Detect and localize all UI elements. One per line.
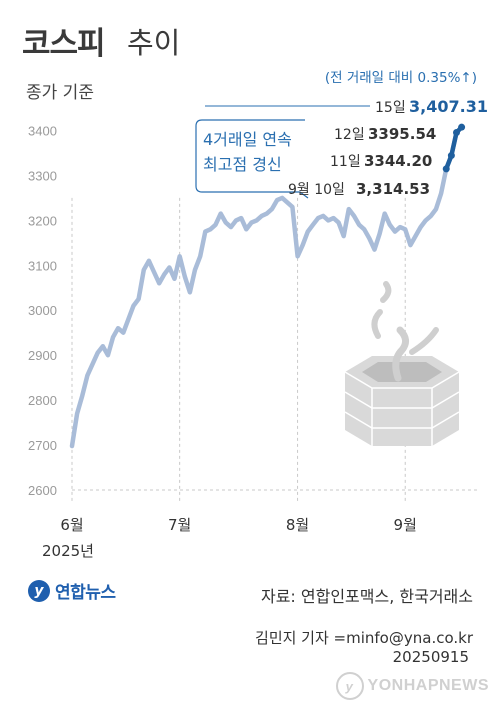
author-credit: 김민지 기자 =minfo@yna.co.kr bbox=[255, 629, 473, 647]
month-label-2: 8월 bbox=[286, 516, 309, 534]
y-tick-label-2900: 2900 bbox=[28, 348, 57, 363]
highlight-point-3 bbox=[458, 123, 466, 131]
annotation-box-top bbox=[195, 119, 305, 127]
year-label: 2025년 bbox=[42, 542, 94, 560]
annotation-value-11: 3344.20 bbox=[364, 152, 432, 170]
annotation-date-10: 9월 10일 bbox=[288, 182, 345, 198]
y-axis-ticks: 2600 2700 2800 2900 3000 3100 3200 3300 3400 bbox=[28, 123, 57, 498]
date-code: 20250915 bbox=[392, 648, 469, 666]
highlight-points bbox=[442, 123, 466, 173]
yonhap-logo: y 연합뉴스 bbox=[28, 578, 116, 603]
y-tick-label-3000: 3000 bbox=[28, 303, 57, 318]
y-tick-label-2800: 2800 bbox=[28, 393, 57, 408]
watermark: y YONHAPNEWS bbox=[335, 672, 489, 700]
y-tick-label-2700: 2700 bbox=[28, 438, 57, 453]
chart-subtitle: 종가 기준 bbox=[26, 83, 94, 103]
y-tick-label-3300: 3300 bbox=[28, 168, 57, 183]
annotation-box-outline bbox=[195, 126, 309, 199]
box-line-2: 최고점 경신 bbox=[203, 155, 282, 174]
watermark-text: YONHAPNEWS bbox=[367, 677, 489, 694]
source-note: 자료: 연합인포맥스, 한국거래소 bbox=[260, 587, 473, 606]
annotation-value-12: 3395.54 bbox=[368, 125, 436, 143]
x-axis-months: 6월 7월 8월 9월 bbox=[60, 516, 417, 534]
annotation-date-11: 11일 bbox=[330, 154, 361, 170]
highlight-segment bbox=[443, 124, 464, 172]
watermark-icon: y bbox=[335, 672, 364, 700]
annotation-10: 9월 10일 3,314.53 bbox=[288, 180, 430, 198]
y-tick-label-3400: 3400 bbox=[28, 123, 57, 138]
stock-block-illustration bbox=[344, 281, 460, 446]
yonhap-logo-icon: y bbox=[28, 579, 50, 602]
highlight-point-2 bbox=[452, 128, 460, 136]
series-line bbox=[69, 124, 464, 449]
change-note: (전 거래일 대비 0.35%↑) bbox=[325, 70, 477, 86]
month-label-3: 9월 bbox=[394, 516, 417, 534]
yonhap-logo-text: 연합뉴스 bbox=[55, 583, 116, 603]
month-label-0: 6월 bbox=[60, 516, 83, 534]
annotation-value-15: 3,407.31 bbox=[409, 97, 488, 116]
kospi-series-line bbox=[69, 124, 464, 449]
annotation-12: 12일 3395.54 bbox=[334, 125, 436, 143]
annotation-date-15: 15일 bbox=[375, 100, 406, 116]
y-tick-label-3200: 3200 bbox=[28, 213, 57, 228]
annotation-11: 11일 3344.20 bbox=[330, 152, 432, 170]
highlight-point-1 bbox=[447, 152, 455, 160]
annotation-date-12: 12일 bbox=[334, 127, 365, 143]
chart-title: 코스피 bbox=[22, 26, 106, 62]
y-tick-label-2600: 2600 bbox=[28, 483, 57, 498]
chart-title-suffix: 추이 bbox=[127, 26, 181, 60]
highlight-point-0 bbox=[442, 165, 450, 173]
y-tick-label-3100: 3100 bbox=[28, 258, 57, 273]
annotation-15: 15일 3,407.31 bbox=[205, 97, 488, 116]
annotation-value-10: 3,314.53 bbox=[356, 180, 430, 198]
box-line-1: 4거래일 연속 bbox=[203, 130, 292, 149]
month-label-1: 7월 bbox=[168, 516, 191, 534]
